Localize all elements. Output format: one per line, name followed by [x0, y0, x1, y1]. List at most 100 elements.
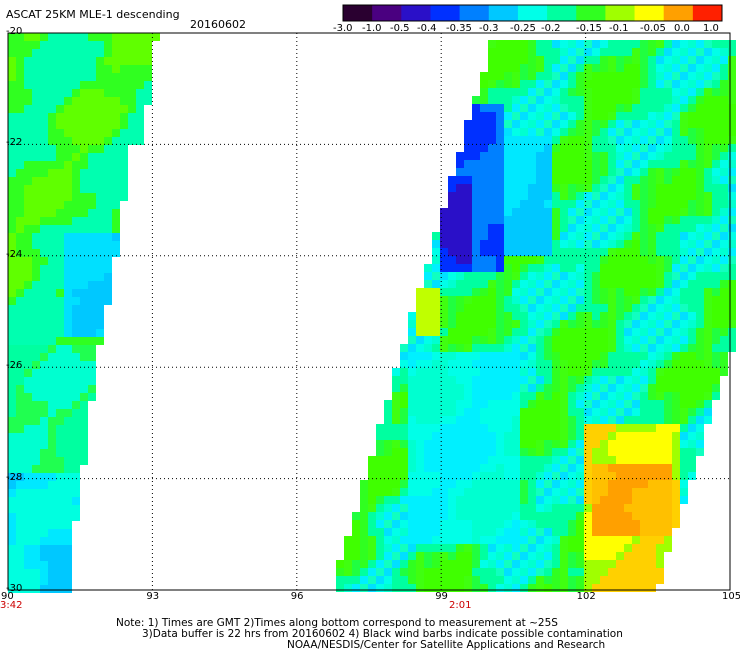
data-pixel [720, 240, 728, 248]
data-pixel [664, 448, 672, 456]
data-pixel [512, 408, 520, 416]
data-pixel [656, 512, 664, 520]
data-pixel [472, 344, 480, 352]
data-pixel [640, 544, 648, 552]
data-pixel [672, 504, 680, 512]
data-pixel [720, 72, 728, 80]
data-pixel [432, 536, 440, 544]
data-pixel [56, 33, 64, 41]
data-pixel [24, 425, 32, 433]
data-pixel [496, 184, 504, 192]
data-pixel [568, 448, 576, 456]
data-pixel [672, 176, 680, 184]
data-pixel [680, 480, 688, 488]
data-pixel [472, 336, 480, 344]
data-pixel [480, 152, 488, 160]
data-pixel [680, 128, 688, 136]
data-pixel [104, 65, 112, 73]
data-pixel [584, 280, 592, 288]
data-pixel [456, 368, 464, 376]
data-pixel [24, 385, 32, 393]
data-pixel [392, 408, 400, 416]
data-pixel [632, 264, 640, 272]
data-pixel [720, 288, 728, 296]
data-pixel [64, 249, 72, 257]
data-pixel [16, 497, 24, 505]
data-pixel [456, 192, 464, 200]
data-pixel [552, 144, 560, 152]
data-pixel [600, 528, 608, 536]
data-pixel [24, 209, 32, 217]
data-pixel [480, 488, 488, 496]
data-pixel [504, 416, 512, 424]
data-pixel [528, 384, 536, 392]
data-pixel [584, 440, 592, 448]
data-pixel [40, 529, 48, 537]
data-pixel [440, 248, 448, 256]
data-pixel [616, 304, 624, 312]
data-pixel [632, 128, 640, 136]
data-pixel [544, 416, 552, 424]
data-pixel [520, 568, 528, 576]
data-pixel [472, 200, 480, 208]
data-pixel [88, 217, 96, 225]
data-pixel [536, 400, 544, 408]
data-pixel [464, 568, 472, 576]
data-pixel [456, 176, 464, 184]
data-pixel [584, 72, 592, 80]
data-pixel [88, 153, 96, 161]
data-pixel [504, 112, 512, 120]
data-pixel [504, 568, 512, 576]
data-pixel [728, 272, 736, 280]
data-pixel [544, 456, 552, 464]
data-pixel [712, 152, 720, 160]
data-pixel [720, 168, 728, 176]
data-pixel [56, 553, 64, 561]
data-pixel [32, 473, 40, 481]
data-pixel [16, 265, 24, 273]
data-pixel [456, 224, 464, 232]
data-pixel [120, 57, 128, 65]
data-pixel [128, 113, 136, 121]
data-pixel [8, 281, 16, 289]
data-pixel [488, 136, 496, 144]
data-pixel [680, 160, 688, 168]
data-pixel [616, 384, 624, 392]
data-pixel [688, 120, 696, 128]
data-pixel [712, 216, 720, 224]
data-pixel [464, 128, 472, 136]
data-pixel [624, 328, 632, 336]
data-pixel [656, 112, 664, 120]
data-pixel [40, 281, 48, 289]
data-pixel [96, 81, 104, 89]
data-pixel [64, 137, 72, 145]
data-pixel [504, 440, 512, 448]
data-pixel [408, 328, 416, 336]
data-pixel [64, 305, 72, 313]
data-pixel [624, 312, 632, 320]
data-pixel [8, 169, 16, 177]
data-pixel [384, 536, 392, 544]
data-pixel [472, 456, 480, 464]
data-pixel [464, 376, 472, 384]
data-pixel [536, 288, 544, 296]
data-pixel [624, 432, 632, 440]
data-pixel [456, 160, 464, 168]
data-pixel [360, 520, 368, 528]
data-pixel [544, 488, 552, 496]
data-pixel [560, 536, 568, 544]
data-pixel [544, 368, 552, 376]
data-pixel [608, 480, 616, 488]
data-pixel [408, 320, 416, 328]
data-pixel [696, 144, 704, 152]
data-pixel [520, 192, 528, 200]
data-pixel [536, 64, 544, 72]
data-pixel [728, 248, 736, 256]
data-pixel [496, 376, 504, 384]
data-pixel [568, 264, 576, 272]
data-pixel [416, 464, 424, 472]
data-pixel [664, 200, 672, 208]
data-pixel [80, 121, 88, 129]
data-pixel [568, 304, 576, 312]
